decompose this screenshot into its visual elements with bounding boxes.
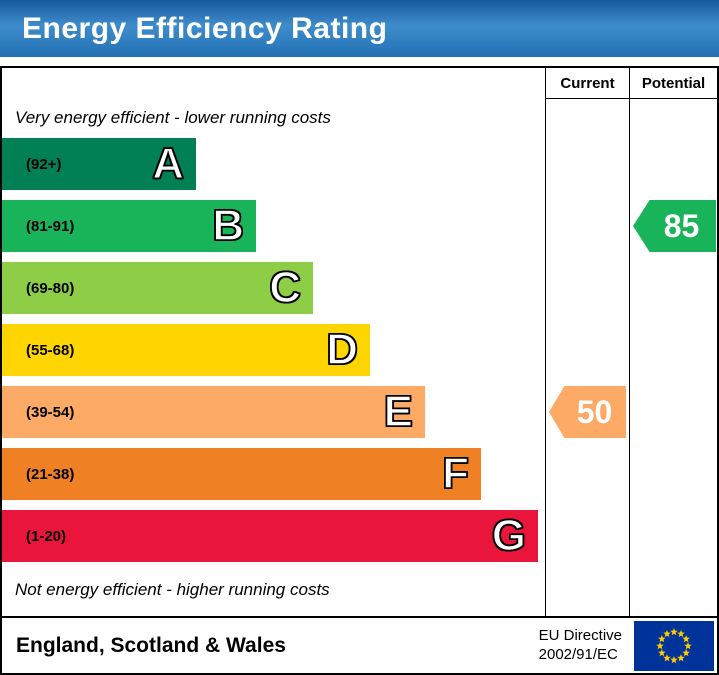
eu-directive-line-1: EU Directive	[538, 626, 622, 644]
rating-chart: Current Potential Very energy efficient …	[0, 66, 719, 618]
page-title: Energy Efficiency Rating	[22, 11, 388, 45]
band-e-range: (39-54)	[26, 403, 75, 421]
band-e: (39-54) E	[2, 386, 425, 438]
band-f-range: (21-38)	[26, 465, 75, 483]
band-c-letter: C	[268, 262, 301, 313]
band-d-letter: D	[325, 324, 358, 375]
band-b-range: (81-91)	[26, 217, 75, 235]
page-title-banner: Energy Efficiency Rating	[0, 0, 719, 57]
potential-rating-value: 85	[663, 207, 700, 244]
footer: England, Scotland & Wales EU Directive 2…	[0, 618, 719, 675]
band-a-range: (92+)	[26, 155, 62, 173]
band-g-letter: G	[491, 510, 527, 561]
band-f: (21-38) F	[2, 448, 481, 500]
band-b: (81-91) B	[2, 200, 256, 252]
potential-rating-arrow: 85	[633, 200, 716, 252]
current-rating-value: 50	[576, 393, 613, 430]
rating-chart-inner: Current Potential Very energy efficient …	[2, 68, 717, 616]
potential-column-divider	[629, 68, 630, 616]
band-a-letter: A	[151, 138, 184, 189]
top-note: Very energy efficient - lower running co…	[15, 108, 331, 127]
current-column-header: Current	[546, 68, 629, 99]
bottom-note: Not energy efficient - higher running co…	[15, 580, 330, 599]
eu-flag-icon	[634, 620, 714, 671]
band-d: (55-68) D	[2, 324, 370, 376]
current-column-divider	[545, 68, 546, 616]
band-g-range: (1-20)	[26, 527, 67, 545]
potential-column-header: Potential	[630, 68, 717, 99]
band-b-letter: B	[211, 200, 244, 251]
eu-directive-label: EU Directive 2002/91/EC	[539, 627, 634, 665]
band-a: (92+) A	[2, 138, 196, 190]
band-f-letter: F	[441, 448, 469, 499]
eu-directive-line-2: 2002/91/EC	[538, 645, 618, 663]
region-label: England, Scotland & Wales	[16, 633, 286, 657]
current-rating-arrow: 50	[549, 386, 626, 438]
band-e-letter: E	[383, 386, 414, 437]
band-g: (1-20) G	[2, 510, 538, 562]
band-c: (69-80) C	[2, 262, 313, 314]
band-c-range: (69-80)	[26, 279, 75, 297]
band-d-range: (55-68)	[26, 341, 75, 359]
